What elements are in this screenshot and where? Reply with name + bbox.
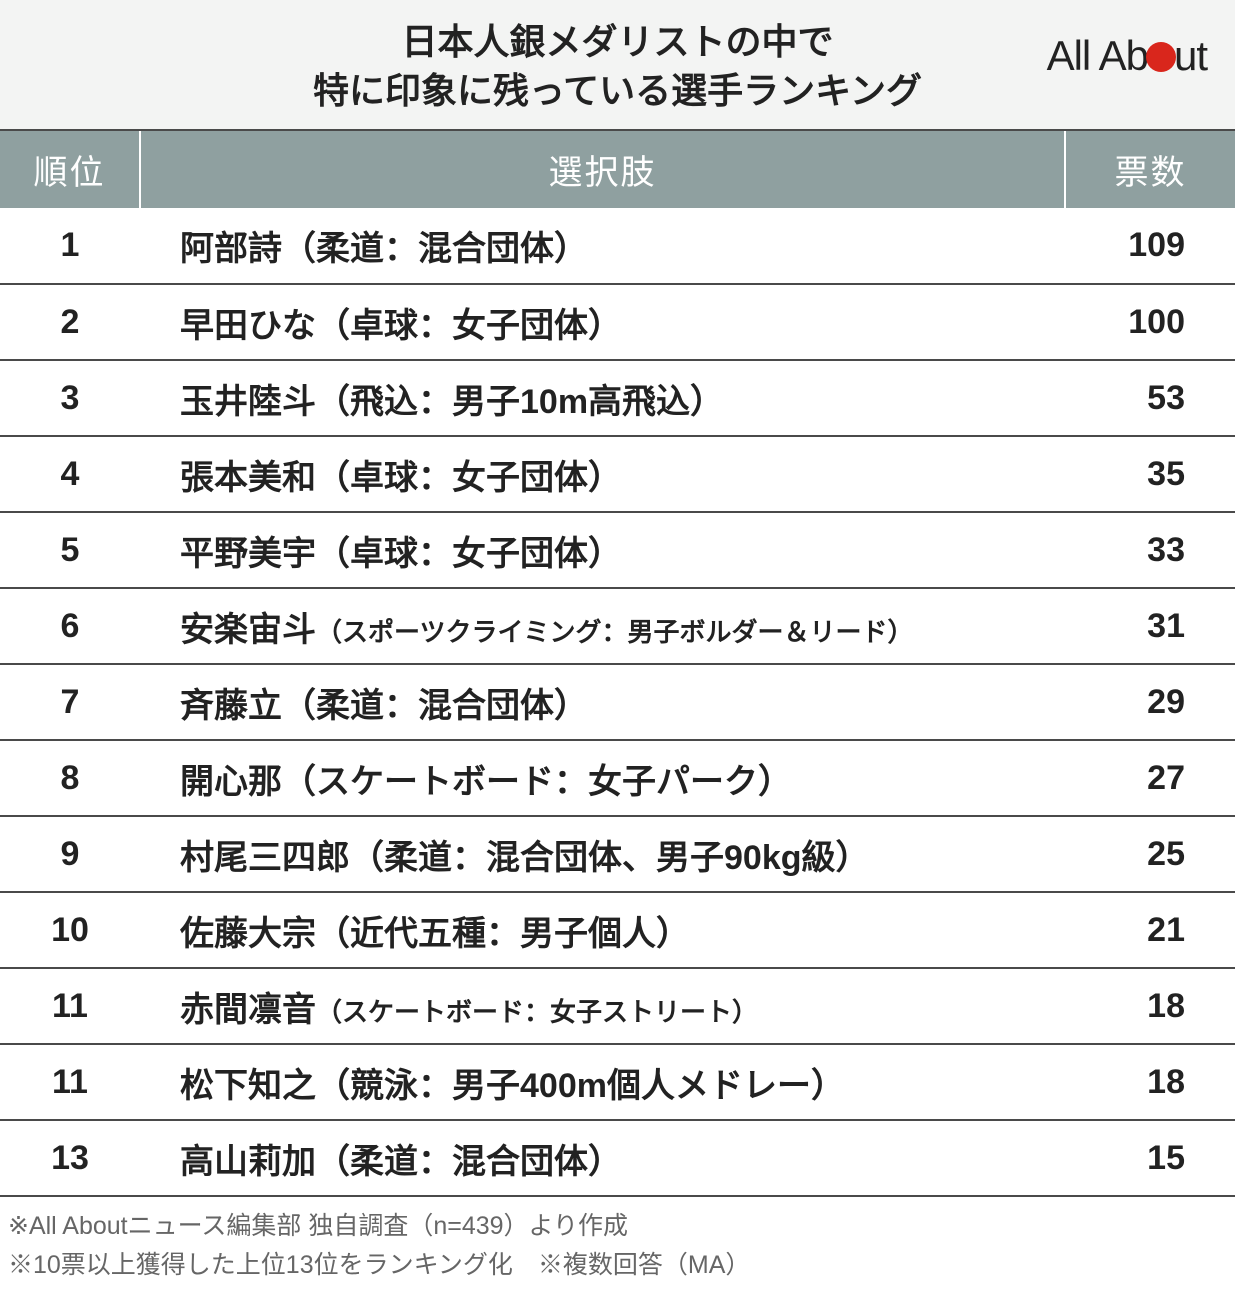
athlete-detail: （柔道：混合団体）: [282, 230, 588, 268]
footnote-1: ※All Aboutニュース編集部 独自調査（n=439）より作成: [8, 1207, 1227, 1246]
page-title: 日本人銀メダリストの中で 特に印象に残っている選手ランキング: [20, 18, 1215, 115]
allabout-logo: All Ab ut: [1047, 32, 1207, 80]
table-row: 6安楽宙斗（スポーツクライミング：男子ボルダー＆リード）31: [0, 588, 1235, 664]
choice-cell: 赤間凛音（スケートボード：女子ストリート）: [140, 968, 1065, 1044]
choice-cell: 玉井陸斗（飛込：男子10m高飛込）: [140, 360, 1065, 436]
athlete-name: 高山莉加: [180, 1143, 316, 1181]
athlete-name: 松下知之: [180, 1067, 316, 1105]
votes-cell: 29: [1065, 664, 1235, 740]
athlete-detail: （競泳：男子400m個人メドレー）: [316, 1067, 845, 1105]
rank-cell: 11: [0, 968, 140, 1044]
athlete-name: 佐藤大宗: [180, 915, 316, 953]
votes-cell: 18: [1065, 968, 1235, 1044]
rank-cell: 1: [0, 208, 140, 284]
athlete-name: 安楽宙斗: [180, 611, 316, 649]
athlete-name: 玉井陸斗: [180, 383, 316, 421]
logo-text-2: ut: [1174, 32, 1207, 79]
choice-cell: 佐藤大宗（近代五種：男子個人）: [140, 892, 1065, 968]
rank-cell: 5: [0, 512, 140, 588]
table-row: 8開心那（スケートボード：女子パーク）27: [0, 740, 1235, 816]
votes-cell: 25: [1065, 816, 1235, 892]
rank-cell: 3: [0, 360, 140, 436]
votes-cell: 27: [1065, 740, 1235, 816]
athlete-detail: （卓球：女子団体）: [316, 535, 622, 573]
table-row: 4張本美和（卓球：女子団体）35: [0, 436, 1235, 512]
athlete-name: 斉藤立: [180, 687, 282, 725]
table-row: 1阿部詩（柔道：混合団体）109: [0, 208, 1235, 284]
table-row: 3玉井陸斗（飛込：男子10m高飛込）53: [0, 360, 1235, 436]
table-row: 13高山莉加（柔道：混合団体）15: [0, 1120, 1235, 1196]
rank-cell: 7: [0, 664, 140, 740]
athlete-detail: （卓球：女子団体）: [316, 459, 622, 497]
logo-red-dot-icon: [1146, 42, 1176, 72]
athlete-detail: （卓球：女子団体）: [316, 307, 622, 345]
table-row: 2早田ひな（卓球：女子団体）100: [0, 284, 1235, 360]
header-rank: 順位: [0, 131, 140, 208]
choice-cell: 村尾三四郎（柔道：混合団体、男子90kg級）: [140, 816, 1065, 892]
choice-cell: 平野美宇（卓球：女子団体）: [140, 512, 1065, 588]
table-row: 7斉藤立（柔道：混合団体）29: [0, 664, 1235, 740]
votes-cell: 33: [1065, 512, 1235, 588]
athlete-name: 赤間凛音: [180, 991, 316, 1029]
choice-cell: 高山莉加（柔道：混合団体）: [140, 1120, 1065, 1196]
votes-cell: 18: [1065, 1044, 1235, 1120]
header-votes: 票数: [1065, 131, 1235, 208]
choice-cell: 安楽宙斗（スポーツクライミング：男子ボルダー＆リード）: [140, 588, 1065, 664]
footnotes: ※All Aboutニュース編集部 独自調査（n=439）より作成 ※10票以上…: [0, 1197, 1235, 1305]
choice-cell: 早田ひな（卓球：女子団体）: [140, 284, 1065, 360]
athlete-detail: （スケートボード：女子ストリート）: [316, 997, 758, 1027]
header-choice: 選択肢: [140, 131, 1065, 208]
athlete-detail: （スポーツクライミング：男子ボルダー＆リード）: [316, 617, 913, 647]
athlete-detail: （柔道：混合団体）: [282, 687, 588, 725]
table-row: 11松下知之（競泳：男子400m個人メドレー）18: [0, 1044, 1235, 1120]
rank-cell: 10: [0, 892, 140, 968]
choice-cell: 張本美和（卓球：女子団体）: [140, 436, 1065, 512]
rank-cell: 6: [0, 588, 140, 664]
athlete-name: 村尾三四郎: [180, 839, 350, 877]
table-row: 10佐藤大宗（近代五種：男子個人）21: [0, 892, 1235, 968]
title-line-1: 日本人銀メダリストの中で: [401, 21, 833, 62]
athlete-detail: （スケートボード：女子パーク）: [282, 763, 792, 801]
votes-cell: 21: [1065, 892, 1235, 968]
athlete-name: 平野美宇: [180, 535, 316, 573]
rank-cell: 9: [0, 816, 140, 892]
rank-cell: 2: [0, 284, 140, 360]
athlete-detail: （柔道：混合団体、男子90kg級）: [350, 839, 870, 877]
athlete-detail: （飛込：男子10m高飛込）: [316, 383, 724, 421]
table-row: 11赤間凛音（スケートボード：女子ストリート）18: [0, 968, 1235, 1044]
athlete-name: 開心那: [180, 763, 282, 801]
votes-cell: 15: [1065, 1120, 1235, 1196]
athlete-name: 早田ひな: [180, 307, 316, 345]
choice-cell: 阿部詩（柔道：混合団体）: [140, 208, 1065, 284]
votes-cell: 100: [1065, 284, 1235, 360]
choice-cell: 松下知之（競泳：男子400m個人メドレー）: [140, 1044, 1065, 1120]
table-row: 9村尾三四郎（柔道：混合団体、男子90kg級）25: [0, 816, 1235, 892]
table-row: 5平野美宇（卓球：女子団体）33: [0, 512, 1235, 588]
choice-cell: 斉藤立（柔道：混合団体）: [140, 664, 1065, 740]
votes-cell: 53: [1065, 360, 1235, 436]
votes-cell: 109: [1065, 208, 1235, 284]
ranking-container: 日本人銀メダリストの中で 特に印象に残っている選手ランキング All Abut …: [0, 0, 1235, 1305]
logo-text-1: All Ab: [1047, 32, 1148, 79]
votes-cell: 35: [1065, 436, 1235, 512]
athlete-name: 阿部詩: [180, 230, 282, 268]
title-line-2: 特に印象に残っている選手ランキング: [313, 70, 922, 111]
ranking-table: 順位 選択肢 票数 1阿部詩（柔道：混合団体）1092早田ひな（卓球：女子団体）…: [0, 131, 1235, 1197]
rank-cell: 11: [0, 1044, 140, 1120]
choice-cell: 開心那（スケートボード：女子パーク）: [140, 740, 1065, 816]
table-header-row: 順位 選択肢 票数: [0, 131, 1235, 208]
rank-cell: 8: [0, 740, 140, 816]
rank-cell: 4: [0, 436, 140, 512]
title-area: 日本人銀メダリストの中で 特に印象に残っている選手ランキング All Ab ut: [0, 0, 1235, 131]
rank-cell: 13: [0, 1120, 140, 1196]
athlete-name: 張本美和: [180, 459, 316, 497]
votes-cell: 31: [1065, 588, 1235, 664]
footnote-2: ※10票以上獲得した上位13位をランキング化 ※複数回答（MA）: [8, 1246, 1227, 1285]
athlete-detail: （近代五種：男子個人）: [316, 915, 690, 953]
athlete-detail: （柔道：混合団体）: [316, 1143, 622, 1181]
